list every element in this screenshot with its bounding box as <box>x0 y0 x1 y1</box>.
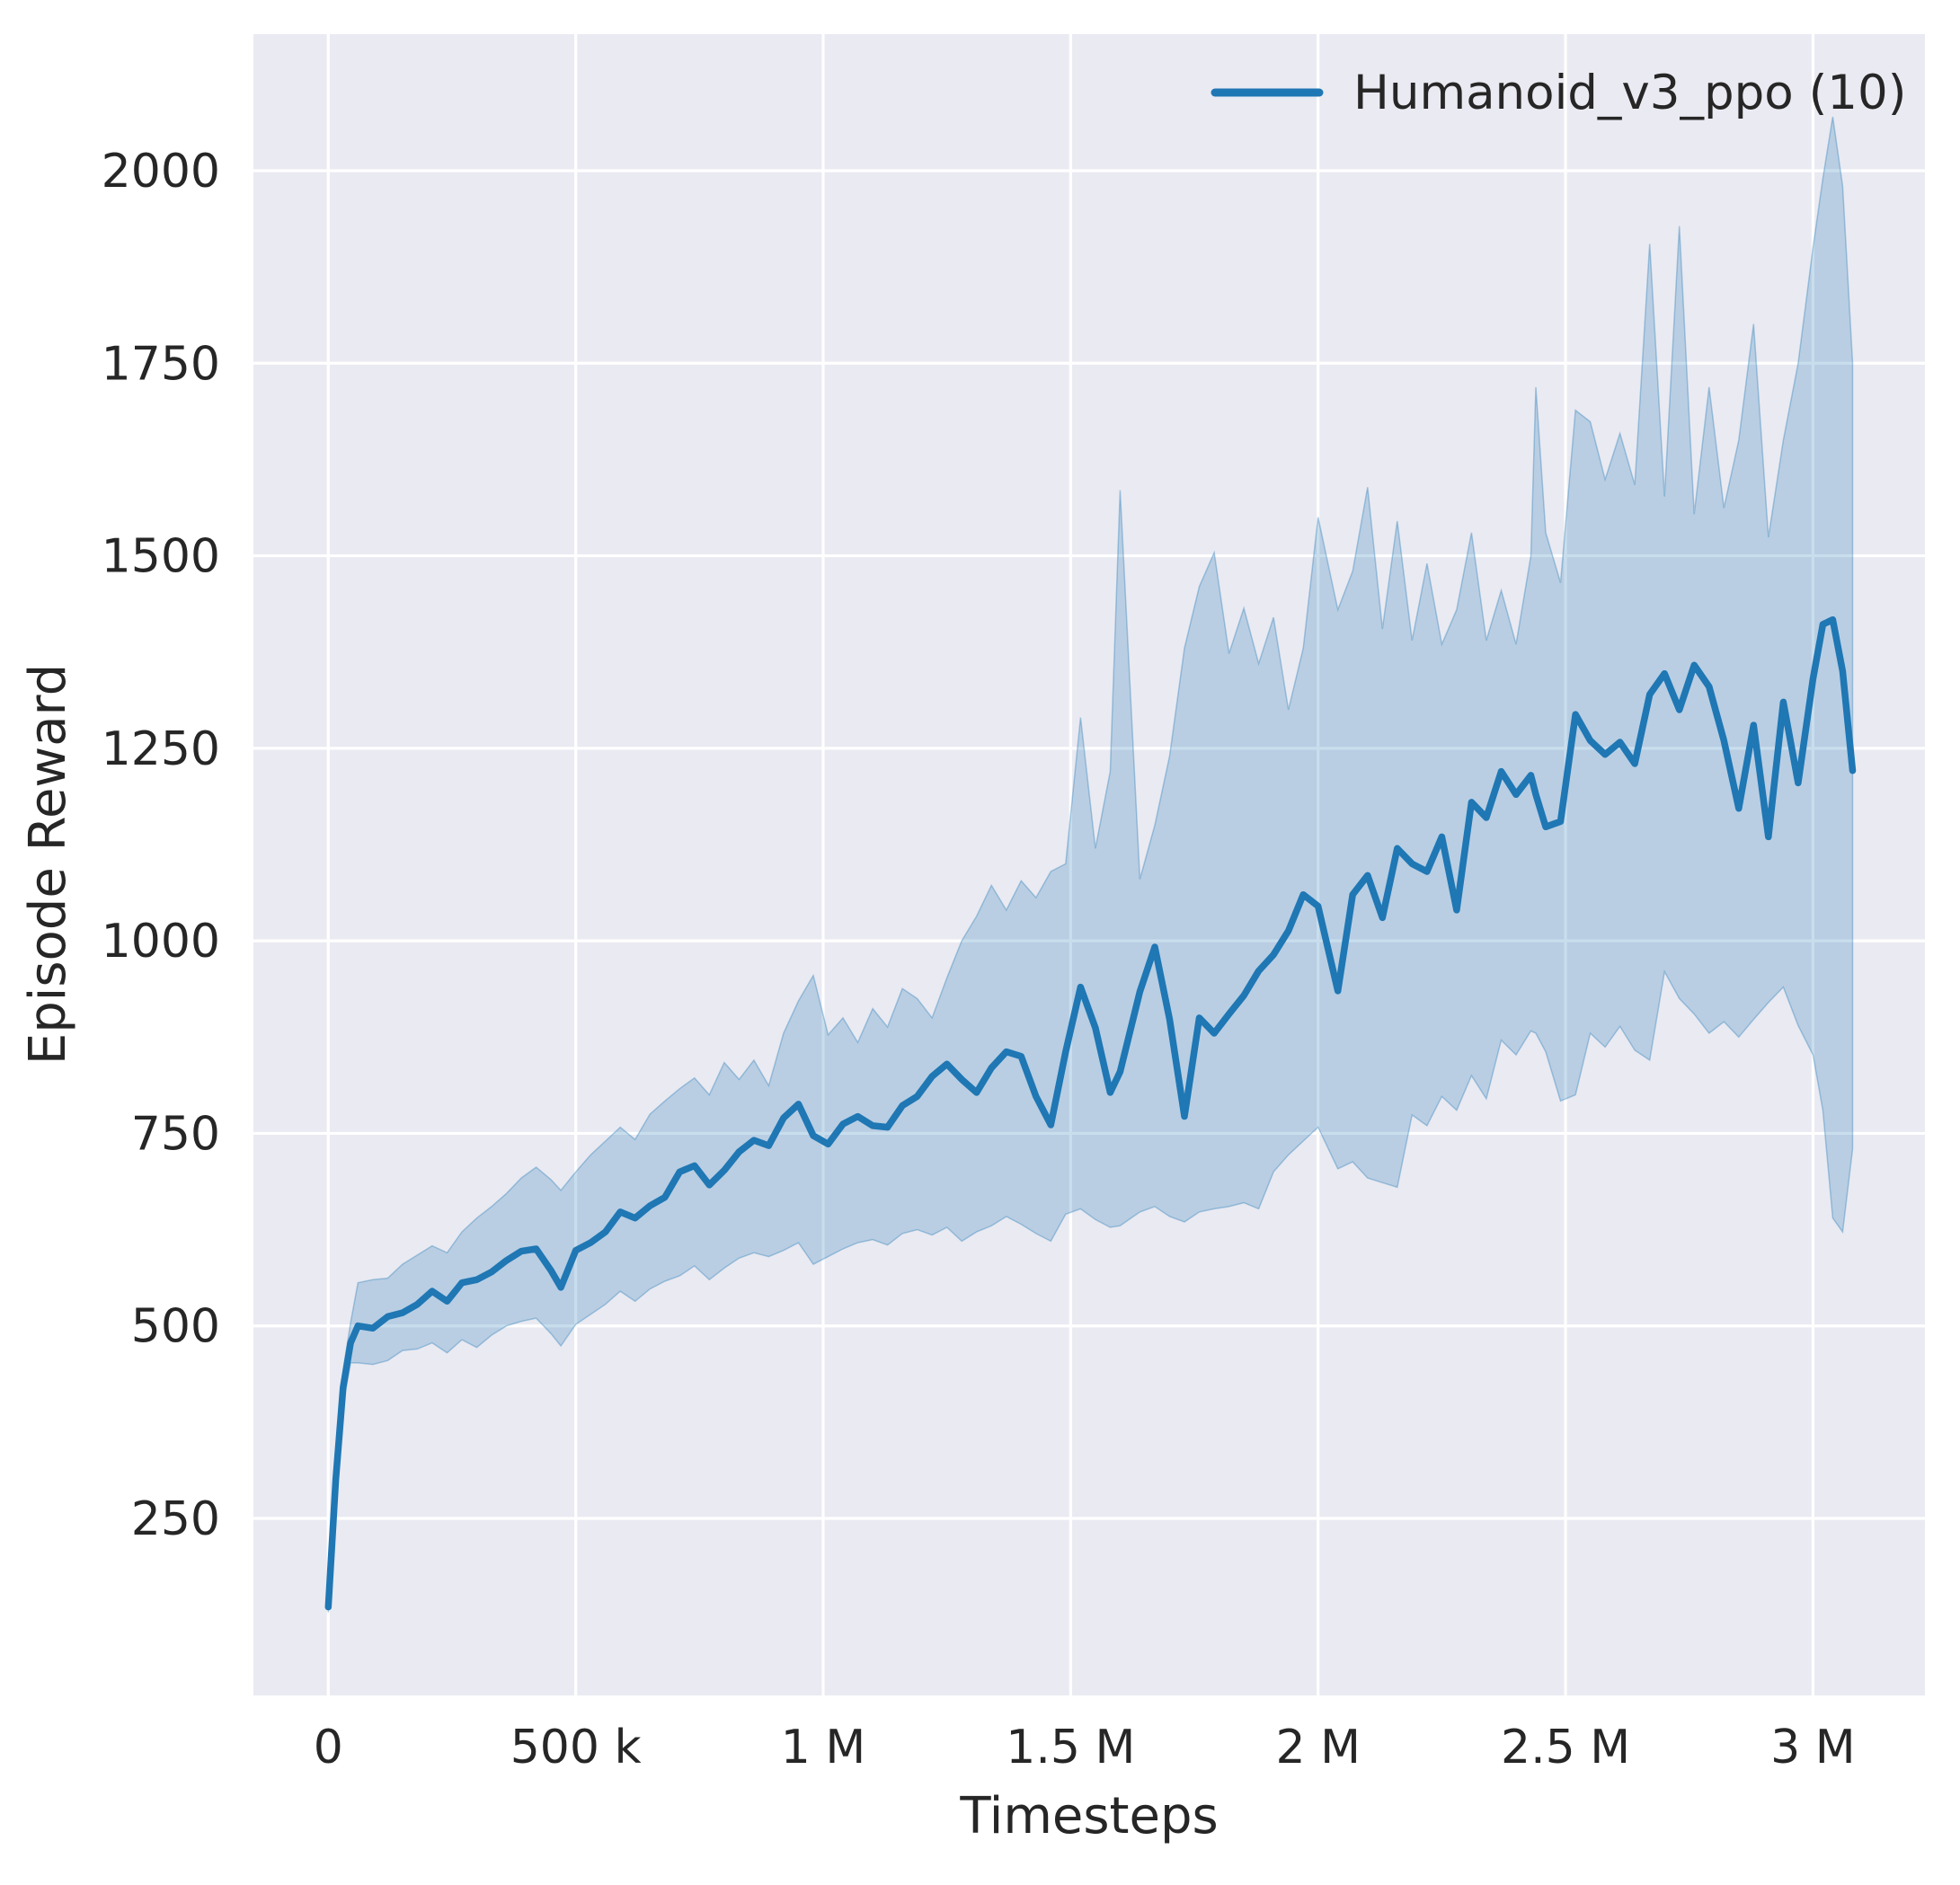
x-tick-label: 3 M <box>1770 1721 1855 1774</box>
y-tick-label: 750 <box>131 1107 220 1161</box>
y-axis-label: Episode Reward <box>19 664 77 1065</box>
y-tick-label: 1750 <box>102 337 220 391</box>
x-axis-tick-labels: 0 500 k 1 M 1.5 M 2 M 2.5 M 3 M <box>314 1721 1856 1774</box>
y-tick-label: 250 <box>131 1492 220 1546</box>
y-tick-label: 1250 <box>102 722 220 776</box>
x-tick-label: 2 M <box>1275 1721 1360 1774</box>
legend-label: Humanoid_v3_ppo (10) <box>1353 66 1906 120</box>
x-tick-label: 1 M <box>781 1721 865 1774</box>
mean-line <box>324 615 1857 1611</box>
y-tick-label: 1500 <box>102 530 220 584</box>
y-tick-label: 2000 <box>102 145 220 199</box>
x-tick-label: 1.5 M <box>1006 1721 1135 1774</box>
x-tick-label: 500 k <box>510 1721 642 1774</box>
x-axis-label: Timesteps <box>959 1787 1218 1845</box>
y-axis-tick-labels: 250 500 750 1000 1250 1500 1750 2000 <box>102 145 220 1546</box>
y-tick-label: 1000 <box>102 915 220 969</box>
gridlines <box>253 34 1925 1695</box>
x-tick-label: 0 <box>314 1721 343 1774</box>
plot-area <box>253 34 1925 1695</box>
x-tick-label: 2.5 M <box>1501 1721 1630 1774</box>
legend: Humanoid_v3_ppo (10) <box>1211 66 1906 120</box>
y-tick-label: 500 <box>131 1300 220 1354</box>
confidence-band <box>327 116 1854 1613</box>
